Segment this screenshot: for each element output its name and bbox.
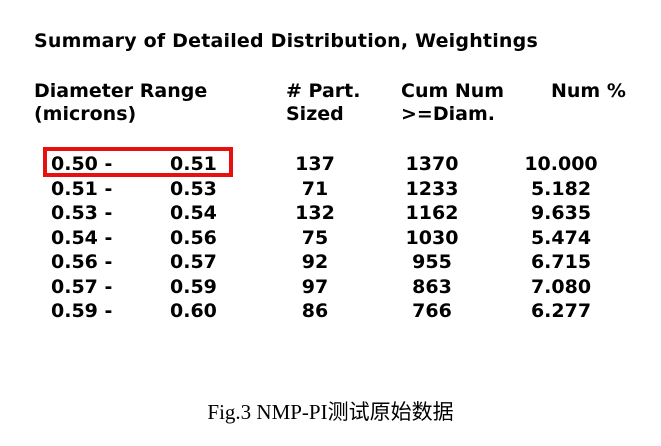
particles-sized: 137 — [295, 153, 335, 175]
cum-num: 955 — [412, 251, 452, 273]
cum-num: 863 — [412, 275, 452, 298]
table-row: 0.54 - 0.56 75 1030 5.474 — [0, 227, 661, 252]
range-from: 0.57 - — [51, 275, 113, 298]
table-row: 0.51 - 0.53 71 1233 5.182 — [0, 178, 661, 203]
cum-num: 1162 — [405, 202, 459, 224]
particles-sized: 92 — [301, 251, 329, 273]
distribution-table: 0.50 - 0.51 137 1370 10.000 0.51 - 0.53 … — [0, 153, 661, 325]
num-percent: 6.277 — [530, 300, 592, 322]
range-to: 0.54 — [170, 202, 217, 224]
range-from: 0.54 - — [51, 226, 113, 249]
table-row: 0.50 - 0.51 137 1370 10.000 — [0, 153, 661, 178]
num-percent: 6.715 — [530, 251, 592, 273]
particles-sized-header: # Part. Sized — [286, 80, 360, 126]
particles-sized: 97 — [301, 275, 329, 298]
diameter-range-header-line2: (microns) — [34, 103, 137, 125]
num-percent-header: Num % — [551, 80, 626, 103]
highlight-box — [43, 147, 233, 177]
range-from: 0.51 - — [51, 177, 113, 200]
range-to: 0.59 — [170, 275, 217, 298]
range-to: 0.56 — [170, 226, 217, 249]
num-percent: 5.182 — [530, 177, 592, 200]
num-percent: 10.000 — [524, 153, 598, 175]
particles-sized: 132 — [295, 202, 335, 224]
table-row: 0.56 - 0.57 92 955 6.715 — [0, 251, 661, 276]
diameter-range-header: Diameter Range (microns) — [34, 80, 207, 126]
particles-sized: 86 — [301, 300, 329, 322]
num-percent: 5.474 — [530, 226, 592, 249]
cum-num: 1030 — [405, 226, 459, 249]
range-to: 0.60 — [170, 300, 217, 322]
range-to: 0.51 — [170, 153, 217, 175]
range-to: 0.53 — [170, 177, 217, 200]
table-row: 0.59 - 0.60 86 766 6.277 — [0, 300, 661, 325]
range-to: 0.57 — [170, 251, 217, 273]
particles-sized: 71 — [301, 177, 329, 200]
table-row: 0.53 - 0.54 132 1162 9.635 — [0, 202, 661, 227]
cum-num-header-line1: Cum Num — [401, 80, 505, 102]
particles-sized-header-line2: Sized — [286, 103, 344, 125]
range-from: 0.56 - — [51, 251, 113, 273]
summary-title: Summary of Detailed Distribution, Weight… — [34, 30, 538, 52]
particles-sized-header-line1: # Part. — [286, 80, 361, 102]
table-row: 0.57 - 0.59 97 863 7.080 — [0, 276, 661, 301]
num-percent: 7.080 — [530, 275, 592, 298]
diameter-range-header-line1: Diameter Range — [34, 80, 208, 102]
cum-num: 1370 — [405, 153, 459, 175]
num-percent: 9.635 — [530, 202, 592, 224]
range-from: 0.59 - — [51, 300, 113, 322]
cum-num: 766 — [412, 300, 452, 322]
num-percent-header-line1: Num % — [551, 80, 626, 102]
particles-sized: 75 — [301, 226, 329, 249]
range-from: 0.50 - — [51, 153, 113, 175]
cum-num-header: Cum Num >=Diam. — [401, 80, 504, 126]
cum-num-header-line2: >=Diam. — [401, 103, 495, 125]
range-from: 0.53 - — [51, 202, 113, 224]
figure-caption: Fig.3 NMP-PI测试原始数据 — [207, 400, 454, 424]
cum-num: 1233 — [405, 177, 459, 200]
